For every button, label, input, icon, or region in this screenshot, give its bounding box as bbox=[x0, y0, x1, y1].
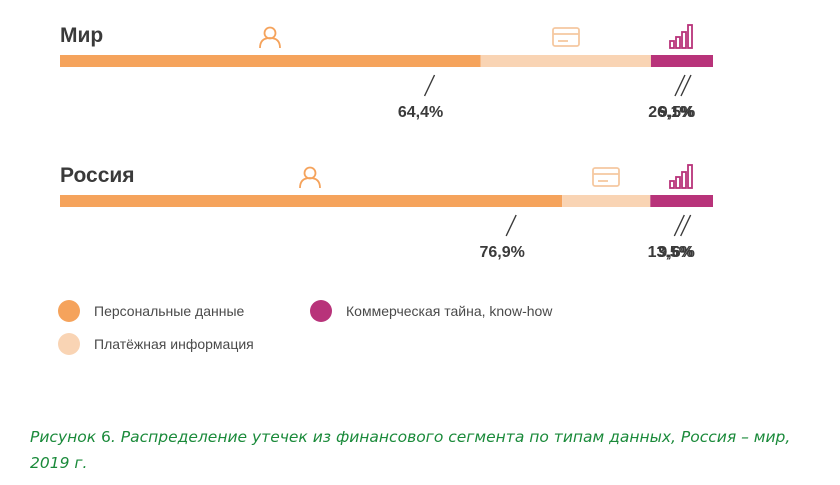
legend-label-personal: Персональные данные bbox=[94, 303, 245, 319]
legend: Персональные данные Коммерческая тайна, … bbox=[58, 298, 658, 368]
leader-line-1-2 bbox=[680, 214, 692, 237]
credit-card-icon-0 bbox=[552, 27, 580, 47]
stacked-bar-chart: Мир 64,4% 26,1%9,5% Россия 76,9% 13,5%9,6% bbox=[60, 24, 713, 261]
bar-segment-1-0 bbox=[60, 195, 563, 207]
data-label-1-2: 9,6% bbox=[658, 244, 694, 261]
leader-line-1-1 bbox=[673, 214, 685, 237]
figure-caption: Рисунок 6. Распределение утечек из финан… bbox=[30, 424, 820, 476]
caption-number: 6 bbox=[101, 428, 111, 446]
bar-segment-0-2 bbox=[650, 55, 713, 67]
leader-line-0-0 bbox=[423, 74, 436, 97]
bar-segment-1-1 bbox=[562, 195, 651, 207]
legend-swatch-personal bbox=[58, 300, 80, 322]
person-icon-1 bbox=[299, 166, 321, 189]
legend-swatch-commercial bbox=[310, 300, 332, 322]
leader-line-1-0 bbox=[505, 214, 517, 237]
legend-label-commercial: Коммерческая тайна, know-how bbox=[346, 303, 553, 319]
person-icon-0 bbox=[259, 26, 281, 49]
caption-text: . Распределение утечек из финансового се… bbox=[30, 428, 791, 472]
data-label-0-1: 26,1% bbox=[648, 104, 693, 121]
legend-item-commercial: Коммерческая тайна, know-how bbox=[310, 300, 552, 322]
bar-segment-0-1 bbox=[480, 55, 651, 67]
data-label-0-0: 64,4% bbox=[398, 104, 443, 121]
region-label-0: Мир bbox=[60, 24, 103, 47]
region-label-1: Россия bbox=[60, 164, 135, 187]
data-label-1-1: 13,5% bbox=[648, 244, 693, 261]
legend-label-payment: Платёжная информация bbox=[94, 336, 254, 352]
bar-chart-icon-1 bbox=[669, 164, 693, 189]
legend-swatch-payment bbox=[58, 333, 80, 355]
caption-prefix: Рисунок bbox=[30, 428, 102, 446]
bar-segment-1-2 bbox=[650, 195, 713, 207]
data-label-1-0: 76,9% bbox=[479, 244, 524, 261]
legend-item-personal: Персональные данные bbox=[58, 300, 244, 322]
leader-line-0-1 bbox=[674, 74, 686, 97]
legend-item-payment: Платёжная информация bbox=[58, 333, 254, 355]
credit-card-icon-1 bbox=[592, 167, 620, 187]
bar-chart-icon-0 bbox=[669, 24, 693, 49]
data-label-0-2: 9,5% bbox=[659, 104, 695, 121]
leader-line-0-2 bbox=[680, 74, 692, 97]
bar-segment-0-0 bbox=[60, 55, 481, 67]
